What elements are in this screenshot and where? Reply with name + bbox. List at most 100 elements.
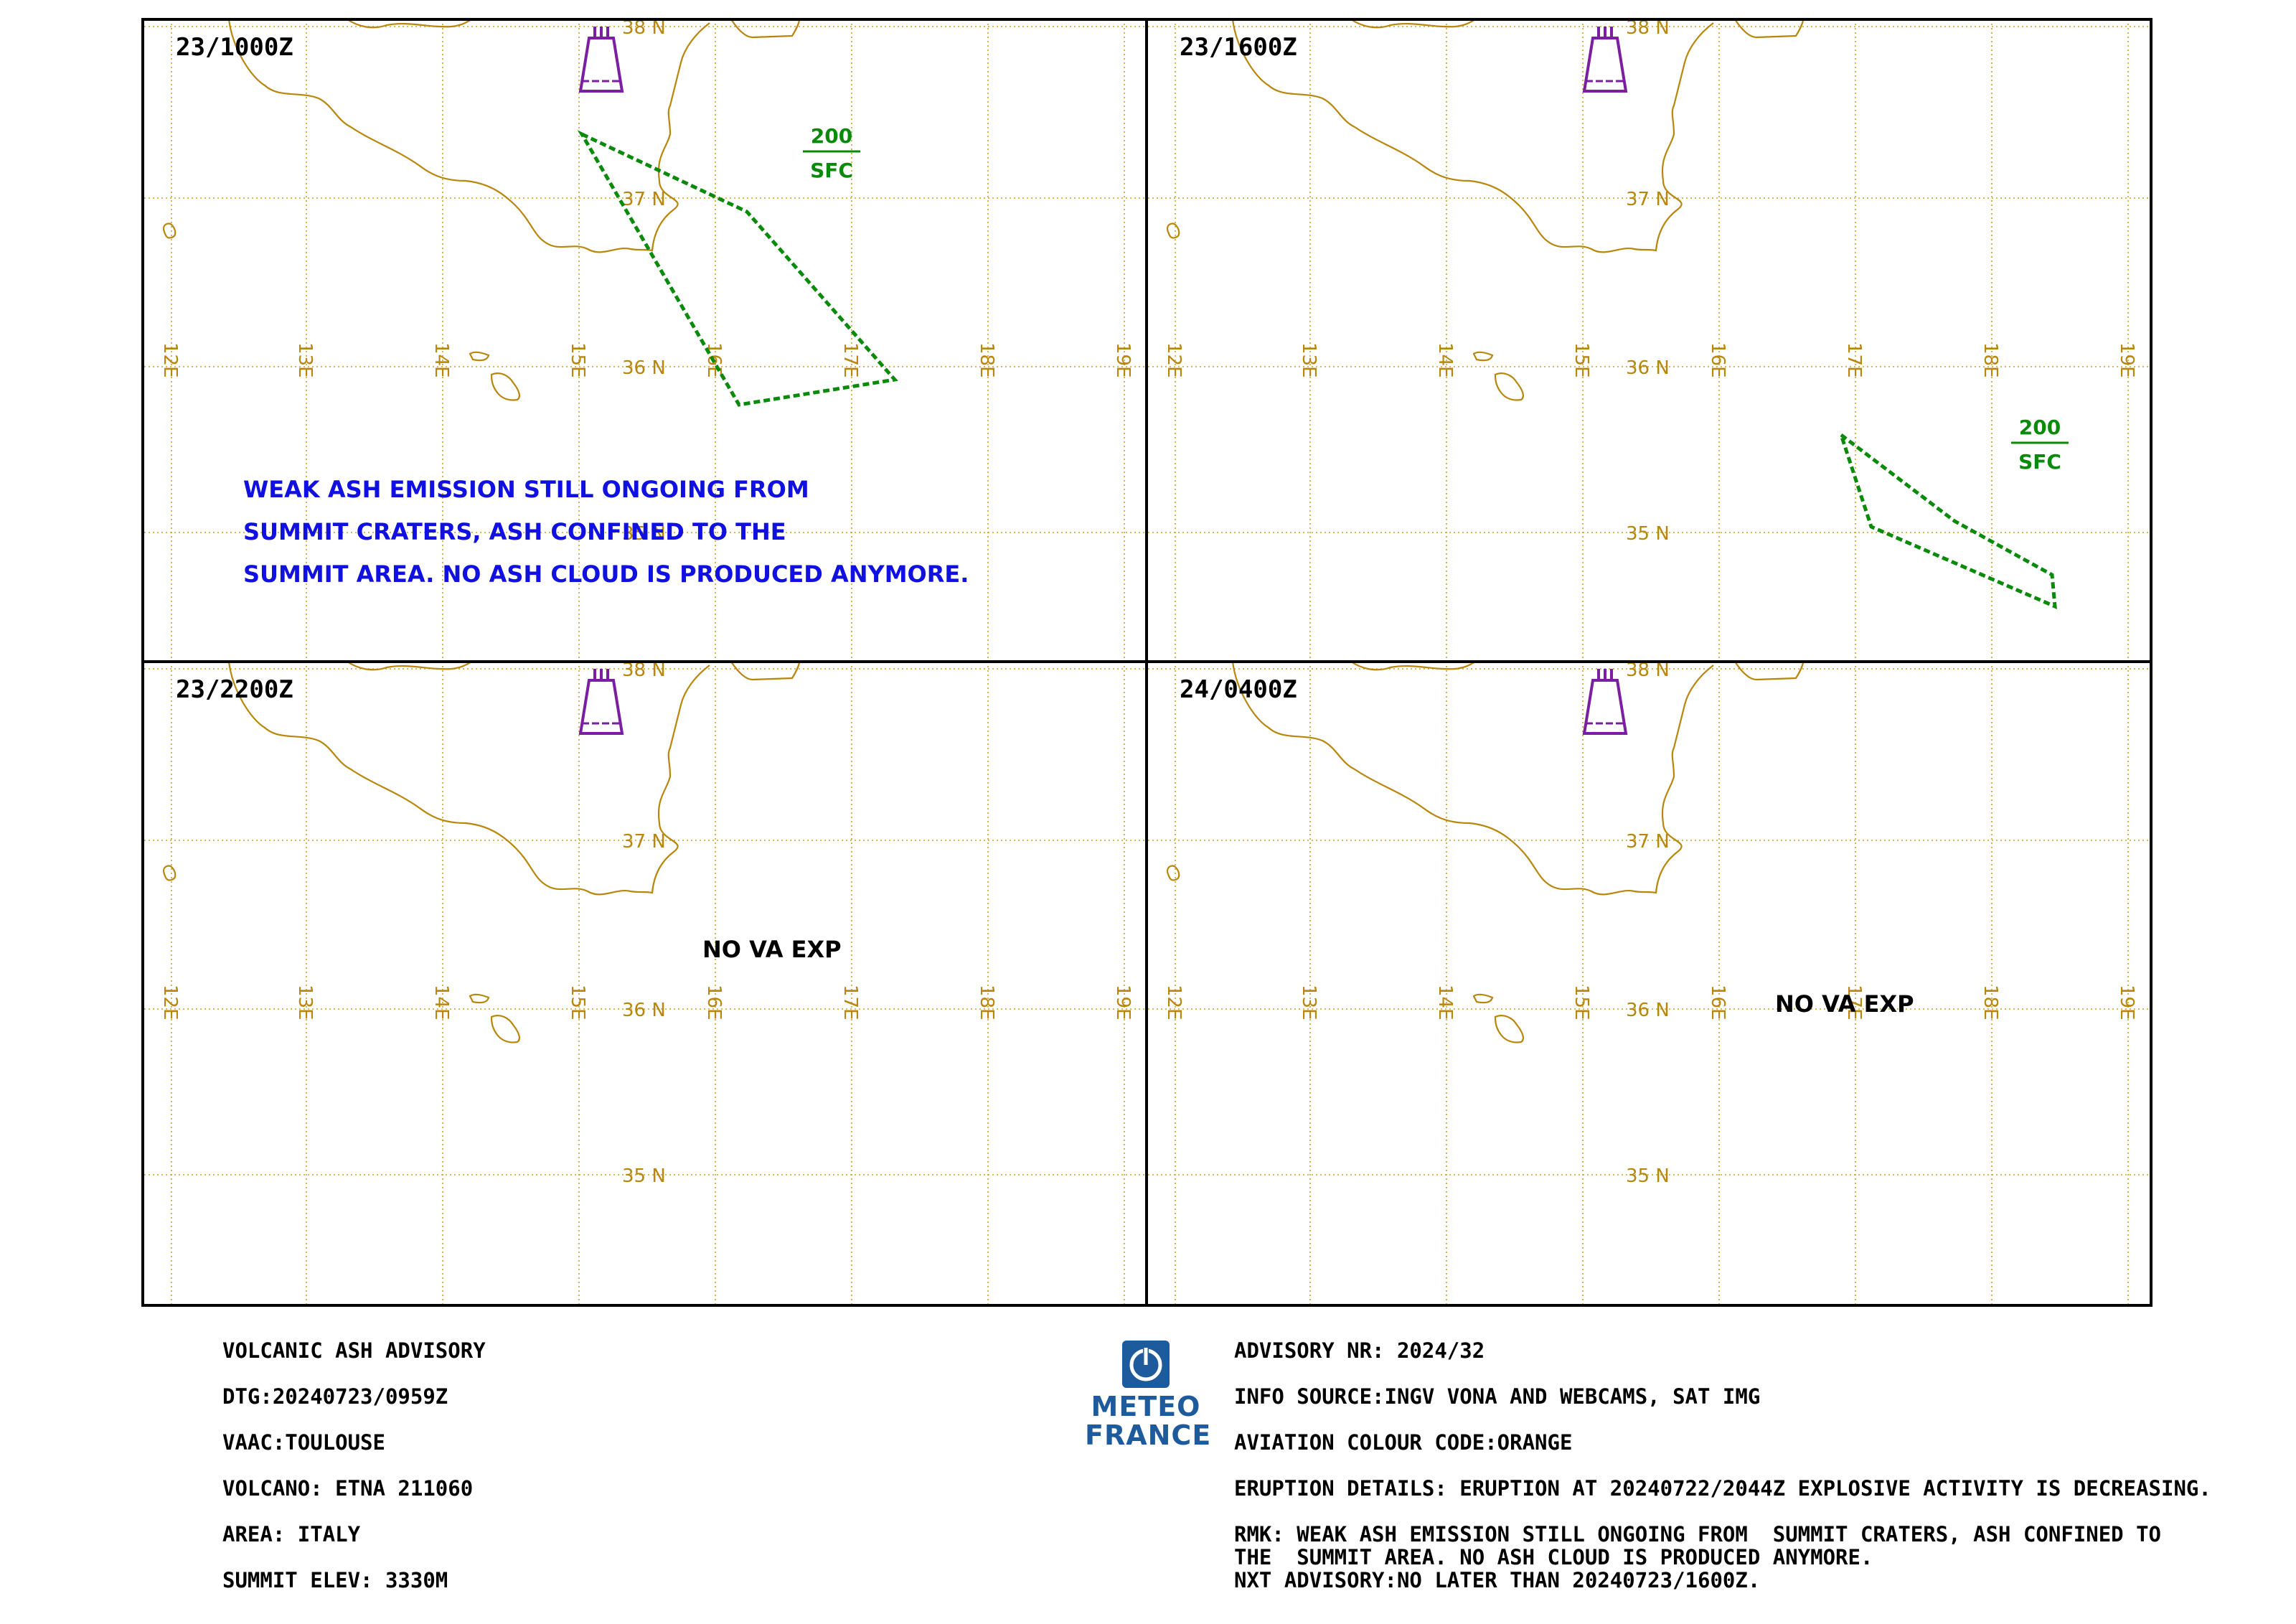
- longitude-label: 13E: [294, 985, 316, 1020]
- forecast-panel-3: 12E 13E 14E 15E 16E 17E 18E 19E 38 N 37 N 36 N 35 N…: [141, 660, 1148, 1307]
- no-va-expected-label: NO VA EXP: [702, 936, 842, 963]
- longitude-label: 19E: [2116, 342, 2137, 378]
- panel-frame: [1145, 18, 2152, 663]
- island-outline: [1167, 865, 1180, 881]
- panel-frame: [1145, 660, 2152, 1307]
- advisory-volcano: VOLCANO: ETNA 211060: [222, 1476, 474, 1501]
- coastline: [1231, 662, 1714, 896]
- longitude-label: 18E: [1980, 985, 2001, 1020]
- advisory-title: VOLCANIC ASH ADVISORY: [222, 1338, 486, 1363]
- longitude-label: 15E: [1571, 985, 1592, 1020]
- longitude-label: 19E: [1112, 342, 1134, 378]
- longitude-label: 18E: [976, 985, 997, 1020]
- panel-remark-line: SUMMIT CRATERS, ASH CONFINED TO THE: [243, 518, 786, 545]
- coastline: [1734, 19, 1805, 39]
- island-outline: [1472, 993, 1494, 1004]
- latitude-label: 38 N: [622, 17, 666, 39]
- island-outline: [469, 351, 490, 362]
- island-outline: [490, 372, 520, 401]
- coastline: [227, 662, 710, 896]
- advisory-remark-line-1: RMK: WEAK ASH EMISSION STILL ONGOING FRO…: [1234, 1522, 2162, 1546]
- longitude-label: 16E: [703, 985, 725, 1020]
- volcano-icon: [578, 27, 624, 93]
- latitude-label: 38 N: [622, 660, 666, 681]
- longitude-label: 17E: [839, 985, 861, 1020]
- panel-frame: [141, 660, 1148, 1307]
- advisory-area: AREA: ITALY: [222, 1522, 361, 1546]
- coastline: [347, 662, 474, 671]
- volcano-icon: [578, 669, 624, 735]
- latitude-label: 38 N: [1626, 17, 1670, 39]
- advisory-vaac: VAAC:TOULOUSE: [222, 1430, 385, 1455]
- meteo-france-logo: METEO FRANCE: [1085, 1339, 1212, 1451]
- longitude-label: 16E: [1707, 342, 1728, 378]
- logo-line-2: FRANCE: [1085, 1419, 1212, 1451]
- island-outline: [1472, 351, 1494, 362]
- longitude-label: 17E: [839, 342, 861, 378]
- advisory-dtg: DTG:20240723/0959Z: [222, 1384, 448, 1409]
- coastline: [347, 19, 474, 29]
- volcano-icon: [1582, 669, 1628, 735]
- longitude-label: 14E: [1434, 985, 1456, 1020]
- coastline: [730, 662, 801, 681]
- longitude-label: 14E: [1434, 342, 1456, 378]
- longitude-label: 18E: [976, 342, 997, 378]
- longitude-label: 19E: [1112, 985, 1134, 1020]
- ash-cloud-polygon: [577, 130, 898, 407]
- latitude-label: 35 N: [1626, 523, 1670, 545]
- panel-remark-line: SUMMIT AREA. NO ASH CLOUD IS PRODUCED AN…: [243, 560, 969, 588]
- forecast-panel-2: 12E 13E 14E 15E 16E 17E 18E 19E 38 N 37 N 36 N 35 N…: [1145, 17, 2152, 663]
- longitude-label: 18E: [1980, 342, 2001, 378]
- island-outline: [1494, 372, 1524, 401]
- latitude-label: 36 N: [622, 1000, 666, 1021]
- coastline: [227, 19, 710, 253]
- longitude-label: 17E: [1843, 342, 1865, 378]
- panel-time: 23/2200Z: [176, 675, 293, 704]
- longitude-label: 15E: [567, 985, 588, 1020]
- latitude-label: 35 N: [622, 1165, 666, 1187]
- longitude-label: 12E: [159, 985, 181, 1020]
- longitude-label: 13E: [1298, 342, 1319, 378]
- panel-time: 23/1000Z: [176, 33, 293, 62]
- island-outline: [163, 222, 177, 239]
- flight-level-bottom: SFC: [2018, 450, 2061, 474]
- longitude-label: 12E: [1163, 985, 1185, 1020]
- longitude-label: 17E: [1843, 985, 1865, 1020]
- latitude-label: 37 N: [622, 831, 666, 853]
- no-va-expected-label: NO VA EXP: [1775, 990, 1914, 1018]
- flight-level-top: 200: [811, 124, 852, 148]
- latitude-label: 36 N: [622, 357, 666, 379]
- coastline: [730, 19, 801, 39]
- longitude-label: 13E: [294, 342, 316, 378]
- latitude-label: 37 N: [622, 189, 666, 210]
- longitude-label: 15E: [567, 342, 588, 378]
- advisory-number: ADVISORY NR: 2024/32: [1234, 1338, 1485, 1363]
- latitude-label: 36 N: [1626, 1000, 1670, 1021]
- forecast-panel-4: 12E 13E 14E 15E 16E 17E 18E 19E 38 N 37 N 36 N 35 N…: [1145, 660, 2152, 1307]
- panel-time: 24/0400Z: [1180, 675, 1297, 704]
- latitude-label: 35 N: [1626, 1165, 1670, 1187]
- longitude-label: 14E: [430, 985, 452, 1020]
- advisory-colour-code: AVIATION COLOUR CODE:ORANGE: [1234, 1430, 1573, 1455]
- longitude-label: 12E: [159, 342, 181, 378]
- longitude-label: 12E: [1163, 342, 1185, 378]
- island-outline: [163, 865, 177, 881]
- longitude-label: 15E: [1571, 342, 1592, 378]
- coastline: [1350, 19, 1477, 29]
- latitude-label: 35 N: [622, 523, 666, 545]
- flight-level-top: 200: [2019, 416, 2061, 439]
- coastline: [1231, 19, 1714, 253]
- longitude-label: 16E: [1707, 985, 1728, 1020]
- flight-level-bottom: SFC: [810, 159, 853, 182]
- coastline: [1350, 662, 1477, 671]
- advisory-info-source: INFO SOURCE:INGV VONA AND WEBCAMS, SAT I…: [1234, 1384, 1761, 1409]
- latitude-label: 36 N: [1626, 357, 1670, 379]
- logo-line-1: METEO: [1091, 1391, 1201, 1422]
- advisory-next: NXT ADVISORY:NO LATER THAN 20240723/1600…: [1234, 1568, 1761, 1592]
- volcano-icon: [1582, 27, 1628, 93]
- island-outline: [1167, 222, 1180, 239]
- island-outline: [490, 1015, 520, 1043]
- longitude-label: 19E: [2116, 985, 2137, 1020]
- panel-time: 23/1600Z: [1180, 33, 1297, 62]
